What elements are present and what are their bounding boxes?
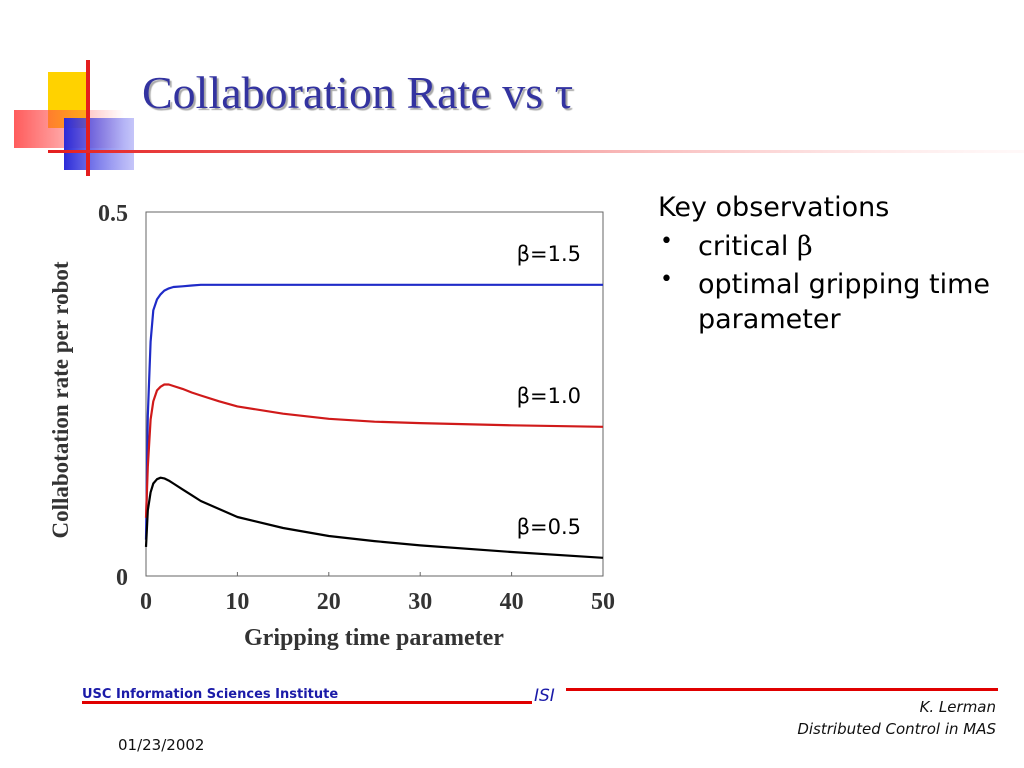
x-tick-label: 0 <box>140 589 152 615</box>
series-label-layer: β=1.5 β=1.0 β=0.5 <box>517 242 581 539</box>
footer-institute: USC Information Sciences Institute <box>82 687 339 702</box>
x-tick-label: 10 <box>225 589 249 615</box>
observation-item: • critical β <box>658 229 998 264</box>
y-tick-label: 0.5 <box>98 201 128 227</box>
series-label-1: β=1.0 <box>517 384 581 408</box>
series-line-2 <box>144 476 604 559</box>
x-tick-label: 30 <box>408 589 432 615</box>
bullet-icon: • <box>660 267 673 293</box>
observation-symbol: β <box>797 231 813 263</box>
footer-author: K. Lerman <box>919 698 996 716</box>
observation-text: optimal gripping time parameter <box>698 269 991 336</box>
footer-lines <box>82 688 998 704</box>
tick-layer: 0 10 20 30 40 50 0 0.5 <box>98 201 615 615</box>
x-tick-label: 40 <box>500 589 524 615</box>
y-tick-label: 0 <box>116 565 128 591</box>
blue-square <box>64 118 134 170</box>
footer-date: 01/23/2002 <box>118 736 205 754</box>
series-label-0: β=1.5 <box>517 242 581 266</box>
plot-frame <box>145 211 604 577</box>
series-layer <box>144 283 604 559</box>
footer-red-line-right <box>566 688 998 691</box>
footer-author-block: K. Lerman Distributed Control in MAS <box>797 697 996 741</box>
x-tick-label: 50 <box>591 589 615 615</box>
footer-isi-logo: ISI <box>534 686 555 706</box>
x-axis-label: Gripping time parameter <box>244 625 504 651</box>
chart-svg: 0 10 20 30 40 50 0 0.5 β=1.5 β=1.0 β=0.5 Gripping… <box>40 196 630 658</box>
red-vertical-line <box>86 60 90 176</box>
slide-title: Collaboration Rate vs τ <box>142 67 574 118</box>
footer-course: Distributed Control in MAS <box>797 719 996 738</box>
y-axis-label: Collabotation rate per robot <box>48 261 73 538</box>
footer-red-line-left <box>82 701 532 704</box>
observation-item: • optimal gripping time parameter <box>658 267 998 337</box>
bullet-icon: • <box>660 229 673 255</box>
key-observations: Key observations • critical β • optimal gr… <box>658 190 998 340</box>
observations-heading: Key observations <box>658 192 890 223</box>
series-line-0 <box>144 283 603 540</box>
x-tick-label: 20 <box>317 589 341 615</box>
observation-text: critical <box>698 231 798 263</box>
observations-list: • critical β • optimal gripping time param… <box>658 229 998 337</box>
series-line-1 <box>144 383 604 518</box>
series-label-2: β=0.5 <box>517 515 581 539</box>
title-underline <box>48 150 1024 153</box>
corner-decoration <box>14 60 1024 176</box>
